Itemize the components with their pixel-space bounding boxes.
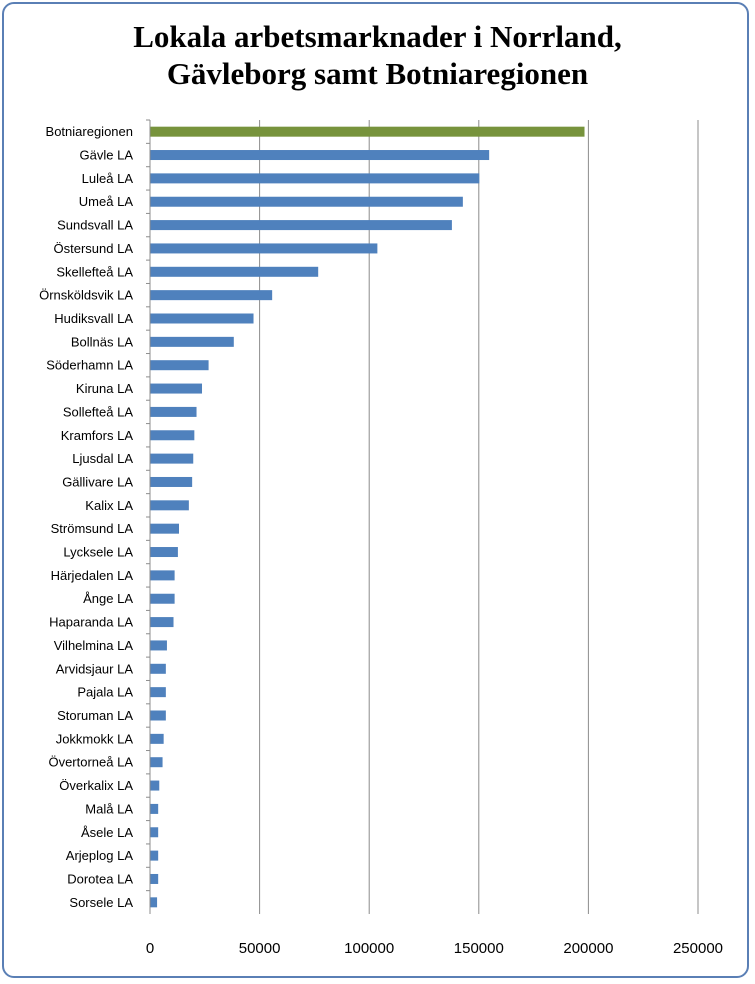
- category-label: Hudiksvall LA: [54, 311, 133, 326]
- bar: [150, 360, 209, 371]
- bar: [150, 663, 166, 674]
- bar: [150, 476, 193, 487]
- category-label: Ånge LA: [83, 591, 133, 606]
- category-label: Arvidsjaur LA: [56, 661, 134, 676]
- bar: [150, 873, 159, 884]
- category-label: Skellefteå LA: [56, 264, 133, 279]
- bar: [150, 430, 195, 441]
- bar: [150, 687, 166, 698]
- bar: [150, 780, 160, 791]
- category-label: Kramfors LA: [61, 428, 134, 443]
- chart-title-line-2: Gävleborg samt Botniaregionen: [166, 56, 589, 91]
- category-label: Haparanda LA: [49, 615, 133, 630]
- bar: [150, 406, 197, 417]
- x-tick-label: 100000: [344, 940, 394, 957]
- category-label: Lycksele LA: [63, 545, 133, 560]
- category-label: Överkalix LA: [59, 778, 133, 793]
- chart-title-line-1: Lokala arbetsmarknader i Norrland,: [133, 19, 622, 54]
- bar: [150, 313, 254, 324]
- bar: [150, 126, 585, 137]
- category-label: Sorsele LA: [69, 895, 133, 910]
- category-label: Kalix LA: [85, 498, 133, 513]
- x-tick-label: 50000: [239, 940, 281, 957]
- category-label: Ljusdal LA: [72, 451, 133, 466]
- bar: [150, 453, 194, 464]
- bar: [150, 150, 490, 161]
- category-label: Bollnäs LA: [71, 334, 133, 349]
- category-label: Luleå LA: [82, 171, 134, 186]
- category-label: Arjeplog LA: [66, 848, 134, 863]
- category-label: Härjedalen LA: [51, 568, 134, 583]
- bar: [150, 710, 166, 721]
- bar: [150, 897, 158, 908]
- category-label: Kiruna LA: [76, 381, 133, 396]
- category-label: Sollefteå LA: [63, 404, 133, 419]
- bar: [150, 336, 234, 347]
- category-label: Pajala LA: [77, 685, 133, 700]
- category-label: Dorotea LA: [67, 871, 133, 886]
- category-label: Söderhamn LA: [46, 358, 133, 373]
- category-label: Botniaregionen: [46, 124, 133, 139]
- x-tick-label: 0: [146, 940, 154, 957]
- bar: [150, 173, 480, 184]
- bar: [150, 593, 175, 604]
- bar: [150, 243, 378, 254]
- category-label: Malå LA: [85, 801, 133, 816]
- x-tick-label: 150000: [454, 940, 504, 957]
- category-label: Sundsvall LA: [57, 218, 133, 233]
- bar: [150, 196, 463, 207]
- bar: [150, 266, 319, 277]
- bar: [150, 757, 163, 768]
- category-label: Vilhelmina LA: [54, 638, 134, 653]
- bar: [150, 570, 175, 581]
- bar: [150, 290, 273, 301]
- category-label: Övertorneå LA: [48, 755, 133, 770]
- bar: [150, 640, 167, 651]
- category-label: Åsele LA: [81, 825, 133, 840]
- category-label: Örnsköldsvik LA: [39, 288, 133, 303]
- bar: [150, 733, 164, 744]
- bar: [150, 220, 452, 231]
- chart-title: Lokala arbetsmarknader i Norrland, Gävle…: [0, 18, 755, 92]
- category-label: Gävle LA: [80, 148, 134, 163]
- x-tick-label: 200000: [563, 940, 613, 957]
- bar: [150, 803, 159, 814]
- bar: [150, 523, 179, 534]
- bar: [150, 500, 189, 511]
- category-label: Gällivare LA: [62, 474, 133, 489]
- bar: [150, 383, 203, 394]
- x-tick-label: 250000: [673, 940, 723, 957]
- category-label: Storuman LA: [57, 708, 133, 723]
- bar: [150, 547, 178, 558]
- bar: [150, 617, 174, 628]
- bar: [150, 827, 159, 838]
- bar: [150, 850, 159, 861]
- category-label: Östersund LA: [54, 241, 134, 256]
- category-label: Strömsund LA: [51, 521, 134, 536]
- category-label: Umeå LA: [79, 194, 134, 209]
- category-label: Jokkmokk LA: [56, 731, 134, 746]
